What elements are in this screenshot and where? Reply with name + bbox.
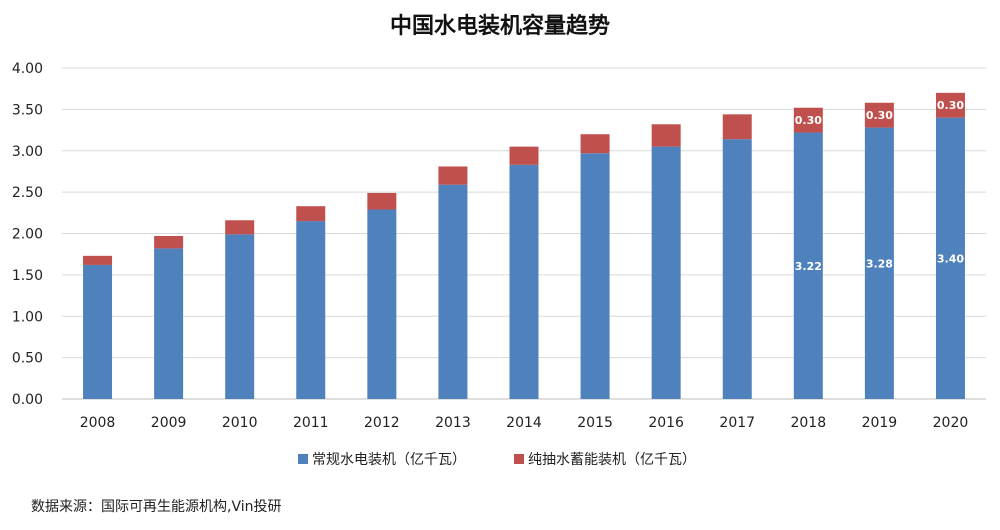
- bar-pumped-storage-2009: [154, 235, 184, 249]
- y-tick-label: 1.00: [12, 309, 43, 325]
- bar-pumped-storage-2020: [935, 92, 965, 118]
- legend: 常规水电装机（亿千瓦） 纯抽水蓄能装机（亿千瓦）: [298, 452, 696, 468]
- x-tick-label: 2018: [790, 415, 826, 431]
- legend-label: 纯抽水蓄能装机（亿千瓦）: [528, 452, 696, 468]
- bar-conventional-2014: [509, 164, 539, 399]
- bar-conventional-2013: [438, 184, 468, 399]
- bar-conventional-2015: [580, 153, 610, 399]
- x-tick-label: 2013: [435, 415, 471, 431]
- x-tick-label: 2008: [80, 415, 116, 431]
- chart-title: 中国水电装机容量趋势: [390, 13, 610, 39]
- legend-label: 常规水电装机（亿千瓦）: [312, 452, 466, 468]
- x-tick-label: 2012: [364, 415, 400, 431]
- bar-pumped-storage-2012: [367, 192, 397, 210]
- bar-conventional-2016: [651, 146, 681, 399]
- x-axis-tick-labels: 2008 2009 2010 2011 2012 2013 2014 2015 2016 2017…: [80, 415, 969, 431]
- bar-conventional-2017: [722, 139, 752, 400]
- bar-pumped-storage-2016: [651, 124, 681, 147]
- bar-pumped-storage-2019: [864, 102, 894, 128]
- legend-swatch: [298, 454, 308, 464]
- x-tick-label: 2015: [577, 415, 613, 431]
- x-tick-label: 2016: [648, 415, 684, 431]
- y-tick-label: 1.50: [12, 268, 43, 284]
- bar-conventional-2020: [935, 117, 965, 400]
- bar-pumped-storage-2008: [83, 255, 113, 265]
- y-tick-label: 4.00: [12, 61, 43, 77]
- data-label: 3.22: [795, 260, 822, 273]
- x-tick-label: 2014: [506, 415, 542, 431]
- x-tick-label: 2011: [293, 415, 329, 431]
- bars: [83, 92, 965, 400]
- y-tick-label: 3.50: [12, 102, 43, 118]
- bar-pumped-storage-2010: [225, 220, 255, 235]
- x-tick-label: 2009: [151, 415, 187, 431]
- data-label: 0.30: [795, 114, 822, 127]
- bar-conventional-2008: [83, 264, 113, 399]
- data-label: 0.30: [937, 99, 964, 112]
- bar-conventional-2010: [225, 234, 255, 399]
- bar-pumped-storage-2018: [793, 107, 823, 133]
- bar-pumped-storage-2013: [438, 166, 468, 185]
- bar-conventional-2019: [864, 127, 894, 399]
- x-tick-label: 2010: [222, 415, 258, 431]
- y-tick-label: 3.00: [12, 144, 43, 160]
- bar-conventional-2009: [154, 248, 184, 399]
- x-tick-label: 2020: [933, 415, 969, 431]
- x-tick-label: 2019: [862, 415, 898, 431]
- y-axis-tick-labels: 0.00 0.50 1.00 1.50 2.00 2.50 3.00 3.50 4.00: [12, 61, 43, 408]
- source-note: 数据来源：国际可再生能源机构,Vin投研: [31, 499, 282, 515]
- bar-pumped-storage-2014: [509, 146, 539, 165]
- y-tick-label: 2.00: [12, 227, 43, 243]
- data-label: 3.28: [866, 257, 893, 270]
- legend-swatch: [514, 454, 524, 464]
- data-label: 0.30: [866, 109, 893, 122]
- y-tick-label: 2.50: [12, 185, 43, 201]
- bar-conventional-2012: [367, 209, 397, 399]
- bar-conventional-2011: [296, 221, 326, 399]
- bar-pumped-storage-2011: [296, 206, 326, 222]
- y-tick-label: 0.00: [12, 392, 43, 408]
- data-labels: 3.22 0.30 3.28 0.30 3.40 0.30: [795, 99, 965, 273]
- bar-pumped-storage-2017: [722, 114, 752, 140]
- bar-conventional-2018: [793, 132, 823, 400]
- x-tick-label: 2017: [719, 415, 755, 431]
- y-tick-label: 0.50: [12, 351, 43, 367]
- data-label: 3.40: [937, 252, 964, 265]
- bar-pumped-storage-2015: [580, 134, 610, 154]
